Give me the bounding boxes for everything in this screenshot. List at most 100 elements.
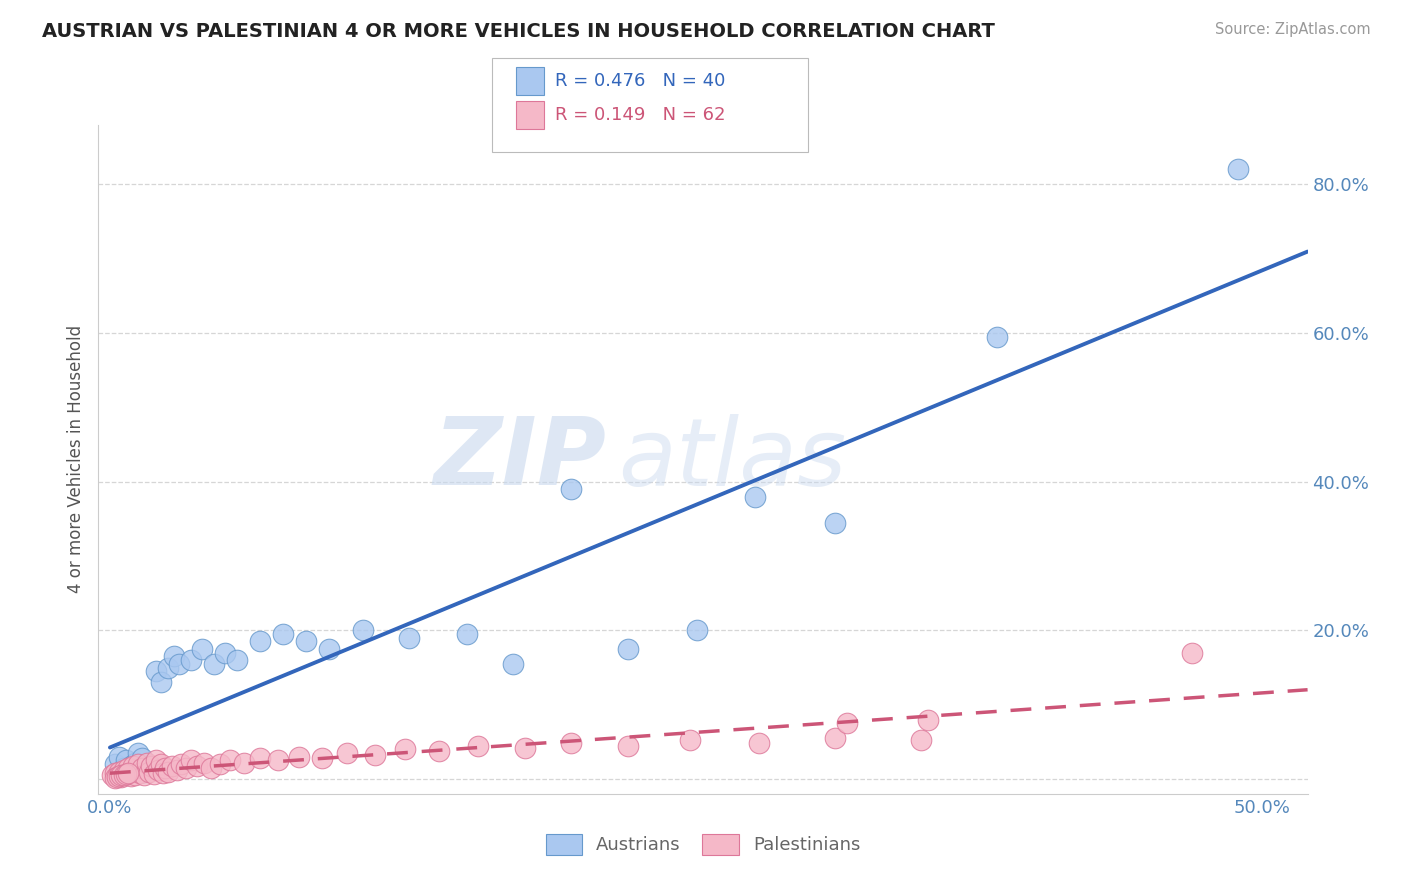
- Point: [122, 763, 145, 777]
- Point: [560, 736, 582, 750]
- Point: [186, 758, 208, 772]
- Point: [127, 746, 149, 760]
- Text: Source: ZipAtlas.com: Source: ZipAtlas.com: [1215, 22, 1371, 37]
- Point: [824, 516, 846, 530]
- Point: [124, 767, 146, 781]
- Point: [560, 482, 582, 496]
- Point: [115, 767, 138, 781]
- Point: [271, 627, 294, 641]
- Point: [108, 749, 131, 764]
- Point: [141, 758, 163, 772]
- Point: [131, 751, 153, 765]
- Point: [108, 764, 131, 779]
- Point: [456, 627, 478, 641]
- Point: [267, 753, 290, 767]
- Point: [148, 763, 170, 777]
- Point: [288, 749, 311, 764]
- Point: [467, 739, 489, 753]
- Point: [748, 736, 770, 750]
- Point: [174, 761, 197, 775]
- Point: [128, 766, 150, 780]
- Text: R = 0.476   N = 40: R = 0.476 N = 40: [555, 72, 725, 90]
- Point: [141, 758, 163, 772]
- Point: [110, 770, 132, 784]
- Point: [105, 769, 128, 783]
- Point: [225, 653, 247, 667]
- Point: [398, 631, 420, 645]
- Point: [679, 733, 702, 747]
- Point: [127, 757, 149, 772]
- Point: [336, 746, 359, 760]
- Point: [117, 766, 139, 780]
- Point: [170, 757, 193, 772]
- Point: [103, 771, 125, 785]
- Text: ZIP: ZIP: [433, 413, 606, 506]
- Point: [145, 664, 167, 679]
- Point: [167, 657, 190, 671]
- Y-axis label: 4 or more Vehicles in Household: 4 or more Vehicles in Household: [66, 326, 84, 593]
- Point: [103, 757, 125, 772]
- Point: [110, 764, 132, 779]
- Text: atlas: atlas: [619, 414, 846, 505]
- Point: [156, 764, 179, 779]
- Point: [149, 675, 172, 690]
- Point: [105, 770, 128, 784]
- Point: [294, 634, 316, 648]
- Point: [117, 766, 139, 780]
- Point: [744, 490, 766, 504]
- Point: [155, 761, 177, 775]
- Point: [686, 624, 709, 638]
- Point: [394, 742, 416, 756]
- Point: [232, 756, 254, 770]
- Point: [193, 756, 215, 770]
- Point: [112, 763, 135, 777]
- Text: AUSTRIAN VS PALESTINIAN 4 OR MORE VEHICLES IN HOUSEHOLD CORRELATION CHART: AUSTRIAN VS PALESTINIAN 4 OR MORE VEHICL…: [42, 22, 995, 41]
- Point: [249, 634, 271, 648]
- Point: [180, 653, 202, 667]
- Point: [112, 767, 135, 781]
- Point: [156, 660, 179, 674]
- Point: [513, 740, 536, 755]
- Point: [617, 739, 640, 753]
- Point: [117, 761, 139, 775]
- Point: [824, 731, 846, 746]
- Point: [142, 767, 165, 781]
- Point: [120, 758, 142, 772]
- Point: [103, 766, 125, 780]
- Point: [209, 757, 232, 772]
- Point: [202, 657, 225, 671]
- Point: [134, 764, 156, 779]
- Point: [180, 753, 202, 767]
- Point: [105, 768, 128, 782]
- Point: [112, 761, 135, 775]
- Point: [163, 649, 186, 664]
- Point: [160, 758, 183, 772]
- Point: [218, 753, 240, 767]
- Point: [917, 713, 939, 727]
- Point: [910, 733, 932, 747]
- Point: [502, 657, 524, 671]
- Point: [134, 768, 156, 782]
- Point: [427, 744, 450, 758]
- Point: [318, 642, 340, 657]
- Point: [149, 757, 172, 772]
- Point: [138, 764, 160, 779]
- Point: [1181, 646, 1204, 660]
- Point: [108, 769, 131, 783]
- Point: [617, 642, 640, 657]
- Point: [166, 763, 188, 777]
- Point: [128, 761, 150, 775]
- Point: [152, 766, 174, 780]
- Point: [120, 769, 142, 783]
- Point: [115, 753, 138, 767]
- Point: [131, 761, 153, 775]
- Point: [110, 768, 132, 782]
- Point: [986, 330, 1008, 344]
- Text: R = 0.149   N = 62: R = 0.149 N = 62: [555, 106, 725, 124]
- Legend: Austrians, Palestinians: Austrians, Palestinians: [538, 827, 868, 862]
- Point: [352, 624, 374, 638]
- Point: [122, 758, 145, 772]
- Point: [364, 748, 387, 763]
- Point: [1227, 162, 1250, 177]
- Point: [145, 753, 167, 767]
